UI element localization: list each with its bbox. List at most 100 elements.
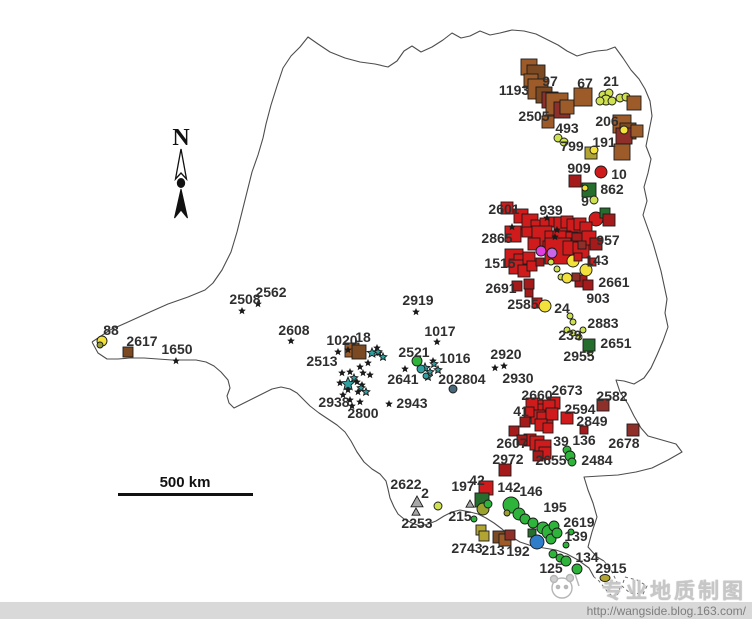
marker-sq-symbol — [519, 416, 531, 428]
sample-label: 146 — [519, 483, 543, 499]
marker-c-symbol — [470, 515, 478, 523]
sample-label: 9 — [581, 193, 589, 209]
sample-label: 2513 — [306, 353, 337, 369]
marker-sq-symbol — [579, 425, 589, 435]
marker-c-symbol — [594, 165, 608, 179]
sample-label: 2800 — [347, 405, 378, 421]
sample-label: 134 — [575, 549, 599, 565]
marker-star — [344, 386, 352, 394]
marker-star — [373, 346, 383, 357]
scale-bar-label: 500 km — [160, 474, 211, 491]
sample-label: 2943 — [396, 395, 427, 411]
sample-label: 903 — [586, 290, 610, 306]
marker-star — [344, 346, 352, 354]
sample-label: 1650 — [161, 341, 192, 357]
sample-label: 2 — [421, 485, 429, 501]
marker-sq-symbol — [568, 174, 582, 188]
marker-sq-symbol — [596, 398, 610, 412]
marker-sq-symbol — [626, 95, 642, 111]
marker-sq-symbol — [630, 124, 644, 138]
marker-star — [361, 386, 371, 397]
marker-c-symbol — [551, 527, 563, 539]
marker-c-symbol — [548, 549, 558, 559]
marker-star — [553, 226, 561, 234]
marker-c-symbol — [560, 555, 572, 567]
sample-label: 957 — [596, 232, 620, 248]
country-border-outline — [91, 29, 683, 578]
marker-sq-symbol — [504, 529, 516, 541]
marker-star — [551, 233, 559, 241]
marker-star — [364, 359, 372, 367]
marker-sq-symbol — [535, 257, 545, 267]
marker-star — [508, 223, 516, 231]
marker-sq-symbol — [582, 279, 594, 291]
sample-label: 2673 — [551, 382, 582, 398]
marker-c-symbol — [567, 528, 575, 536]
marker-star — [429, 358, 439, 369]
sample-label: 2743 — [451, 540, 482, 556]
marker-sq-symbol — [532, 450, 544, 462]
sample-label: 2484 — [581, 452, 612, 468]
marker-sq-symbol — [351, 344, 367, 360]
marker-star — [349, 372, 359, 383]
marker-c-symbol — [411, 355, 423, 367]
sample-label: 97 — [542, 73, 558, 89]
sample-label: 88 — [103, 322, 119, 338]
marker-star — [356, 398, 364, 406]
sample-label: 862 — [600, 181, 624, 197]
marker-star — [339, 391, 347, 399]
sample-label: 2607 — [496, 435, 527, 451]
sample-label: 2622 — [390, 476, 421, 492]
marker-star — [491, 364, 499, 372]
marker-c-symbol — [561, 272, 573, 284]
marker-c-symbol — [619, 125, 629, 135]
scale-bar: 500 km — [118, 474, 253, 496]
marker-star — [378, 351, 388, 362]
marker-sq-symbol — [526, 260, 538, 272]
marker-ell-symbol — [599, 574, 611, 582]
sample-label: 195 — [543, 499, 567, 515]
sample-label: 139 — [564, 528, 588, 544]
marker-c-symbol — [538, 299, 552, 313]
sample-label: 2804 — [454, 371, 485, 387]
sample-label: 192 — [506, 543, 530, 559]
marker-star — [354, 388, 362, 396]
marker-sq-symbol — [545, 407, 559, 421]
marker-sq-symbol — [511, 280, 523, 292]
marker-star — [254, 300, 262, 308]
footer-band: http://wangside.blog.163.com/ — [0, 602, 752, 619]
sample-label: 2955 — [563, 348, 594, 364]
sample-label: 18 — [355, 329, 371, 345]
marker-sq-symbol — [541, 115, 555, 129]
sample-label: 2608 — [278, 322, 309, 338]
sample-label: 2691 — [485, 280, 516, 296]
marker-c-symbol — [535, 245, 547, 257]
sample-markers — [96, 58, 644, 582]
north-arrow: N — [172, 125, 190, 219]
sample-label: 2678 — [608, 435, 639, 451]
marker-star — [338, 369, 346, 377]
marker-sq-symbol — [122, 346, 134, 358]
sample-label: 125 — [539, 560, 563, 576]
sample-label: 2601 — [488, 201, 519, 217]
sample-label: 2661 — [598, 274, 629, 290]
sample-label: 2938 — [318, 394, 349, 410]
marker-c-symbol — [575, 333, 583, 341]
marker-sq-symbol — [542, 422, 554, 434]
sample-label: 939 — [539, 202, 563, 218]
marker-star — [336, 379, 344, 387]
marker-sq-symbol — [500, 201, 514, 215]
marker-sq-symbol — [589, 237, 603, 251]
north-arrow-lower-needle — [174, 188, 188, 219]
marker-sq-symbol — [573, 87, 593, 107]
sample-label: 215 — [448, 508, 472, 524]
sample-label: 42 — [469, 472, 485, 488]
marker-star — [433, 364, 443, 375]
marker-sq-symbol — [560, 411, 574, 425]
sample-label: 21 — [603, 73, 619, 89]
marker-c-symbol — [607, 96, 617, 106]
sample-label: 191 — [592, 134, 616, 150]
marker-sq-symbol — [516, 434, 528, 446]
sample-label: 213 — [481, 542, 505, 558]
